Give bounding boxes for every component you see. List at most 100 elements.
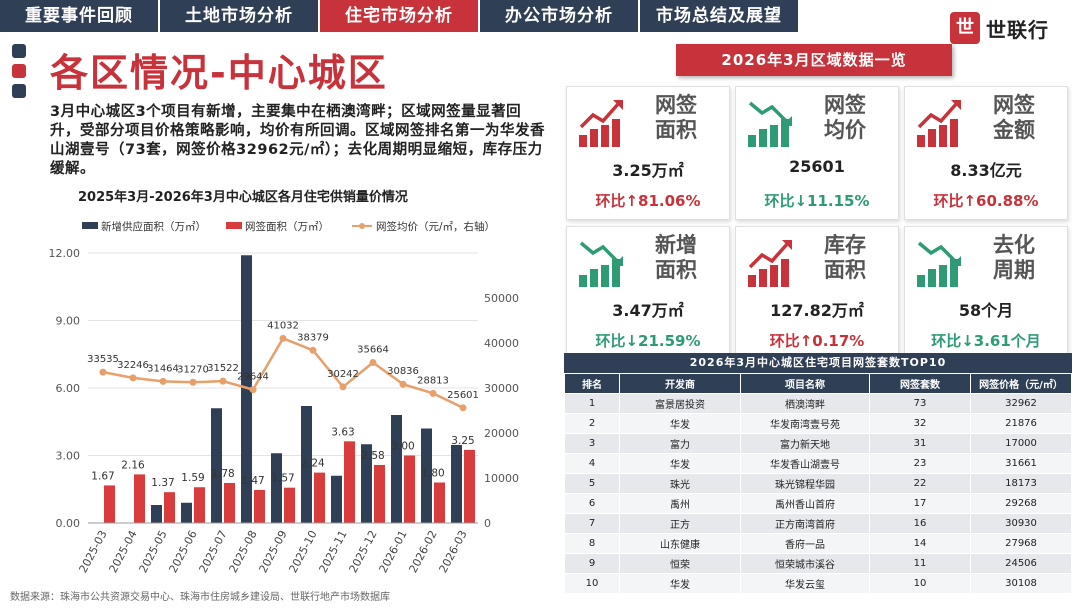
data-source-note: 数据来源：珠海市公共资源交易中心、珠海市住房城乡建设局、世联行地产市场数据库	[10, 592, 390, 603]
rank-cell: 8	[564, 533, 620, 554]
signed-bar	[344, 441, 355, 523]
col-units: 网签套数	[869, 373, 971, 394]
signed-bar	[284, 487, 295, 523]
tab-residential-market[interactable]: 住宅市场分析	[320, 0, 478, 32]
tab-land-market[interactable]: 土地市场分析	[160, 0, 318, 32]
kpi-label: 网签 金额	[969, 93, 1059, 143]
kpi-label-line2: 面积	[655, 258, 697, 282]
y-right-tick-label: 10000	[484, 472, 519, 485]
supply-bar	[181, 502, 192, 523]
kpi-label-line1: 网签	[824, 93, 866, 117]
kpi-label: 网签 均价	[800, 93, 890, 143]
y-left-tick-label: 0.00	[56, 517, 81, 530]
rank-cell: 2	[564, 413, 620, 434]
kpi-label-line1: 网签	[655, 93, 697, 117]
developer-cell: 珠光	[619, 473, 741, 494]
price-point	[399, 380, 407, 388]
supply-bar	[271, 453, 282, 523]
project-cell: 禹州香山首府	[740, 493, 870, 514]
project-cell: 华发云玺	[740, 573, 870, 594]
y-right-tick-label: 0	[484, 517, 491, 530]
signed-bar-label: 2.24	[301, 458, 325, 470]
data-panel-title: 2026年3月区域数据一览	[676, 44, 952, 76]
y-left-tick-label: 6.00	[56, 382, 81, 395]
kpi-label-line2: 周期	[993, 258, 1035, 282]
kpi-label: 网签 面积	[631, 93, 721, 143]
signed-bar-label: 1.80	[421, 468, 444, 480]
brand-logo: 世 世联行	[950, 12, 1049, 44]
price-label: 30836	[387, 366, 419, 377]
chart-data-labels: 1.67 2.16 1.37 1.59 1.78 1.47 1.57 2.24 3.63 2.58…	[87, 320, 479, 489]
price-cell: 27968	[970, 533, 1072, 554]
trend-up-chart-icon	[917, 100, 961, 147]
kpi-card: 去化 周期 58个月 环比↓3.61个月	[904, 226, 1068, 360]
chart-price-line	[99, 334, 467, 412]
tab-office-market[interactable]: 办公市场分析	[480, 0, 638, 32]
signed-bar-label: 2.16	[121, 459, 145, 471]
x-tick-label: 2025-12	[347, 528, 380, 575]
developer-cell: 恒荣	[619, 553, 741, 574]
signed-bar	[134, 474, 145, 523]
units-cell: 31	[869, 433, 971, 454]
supply-bar	[331, 475, 342, 523]
developer-cell: 华发	[619, 413, 741, 434]
kpi-label-line1: 网签	[993, 93, 1035, 117]
kpi-card: 网签 金额 8.33亿元 环比↑60.88%	[904, 86, 1068, 220]
signed-bar	[404, 455, 415, 523]
table-row: 7 正方 正方南湾首府 16 30930	[564, 513, 1072, 534]
top10-table-title: 2026年3月中心城区住宅项目网签套数TOP10	[564, 353, 1072, 373]
units-cell: 16	[869, 513, 971, 534]
project-cell: 华发南湾壹号苑	[740, 413, 870, 434]
kpi-card: 新增 面积 3.47万㎡ 环比↓21.59%	[566, 226, 730, 360]
kpi-label: 库存 面积	[800, 233, 890, 283]
top10-table: 2026年3月中心城区住宅项目网签套数TOP10 排名 开发商 项目名称 网签套…	[564, 353, 1072, 594]
price-cell: 29268	[970, 493, 1072, 514]
price-label: 25601	[447, 390, 479, 401]
signed-bar	[194, 487, 205, 523]
price-label: 31522	[207, 363, 239, 374]
price-label: 29644	[237, 372, 269, 383]
price-label: 31464	[147, 363, 179, 374]
developer-cell: 华发	[619, 573, 741, 594]
supply-bar	[151, 505, 162, 523]
kpi-label-line1: 去化	[993, 233, 1035, 257]
x-tick-label: 2025-11	[317, 528, 350, 575]
price-point	[369, 359, 377, 367]
rank-cell: 3	[564, 433, 620, 454]
legend-swatch-supply	[82, 222, 98, 229]
kpi-change: 环比↓11.15%	[764, 192, 870, 210]
signed-bar-label: 1.57	[271, 473, 294, 485]
x-tick-label: 2025-08	[227, 528, 260, 575]
x-tick-label: 2025-04	[107, 528, 140, 575]
signed-bar	[254, 489, 265, 523]
price-cell: 30930	[970, 513, 1072, 534]
signed-bar-label: 3.63	[331, 426, 354, 438]
rank-cell: 6	[564, 493, 620, 514]
price-point	[309, 346, 317, 354]
kpi-value: 58个月	[958, 301, 1014, 320]
table-row: 3 富力 富力新天地 31 17000	[564, 433, 1072, 454]
signed-bar	[104, 485, 115, 523]
price-point	[429, 389, 437, 397]
signed-bar-label: 1.47	[241, 475, 264, 487]
kpi-change: 环比↓21.59%	[595, 332, 701, 350]
table-row: 2 华发 华发南湾壹号苑 32 21876	[564, 413, 1072, 434]
y-right-tick-label: 20000	[484, 427, 519, 440]
price-label: 35664	[357, 345, 389, 356]
x-tick-label: 2025-03	[77, 528, 110, 575]
kpi-label: 去化 周期	[969, 233, 1059, 283]
tab-summary-outlook[interactable]: 市场总结及展望	[640, 0, 798, 32]
rank-cell: 9	[564, 553, 620, 574]
table-row: 4 华发 华发香山湖壹号 23 31661	[564, 453, 1072, 474]
tab-key-events[interactable]: 重要事件回顾	[0, 0, 158, 32]
price-label: 28813	[417, 375, 449, 386]
legend-signed: 网签面积（万㎡）	[245, 220, 329, 233]
price-cell: 32962	[970, 393, 1072, 414]
signed-bar	[374, 464, 385, 523]
table-header-row: 排名 开发商 项目名称 网签套数 网签价格（元/㎡）	[564, 373, 1072, 394]
rank-cell: 1	[564, 393, 620, 414]
x-tick-label: 2025-09	[257, 528, 290, 575]
kpi-label-line2: 金额	[993, 118, 1035, 142]
title-bullets	[12, 44, 26, 104]
signed-bar	[224, 482, 235, 523]
